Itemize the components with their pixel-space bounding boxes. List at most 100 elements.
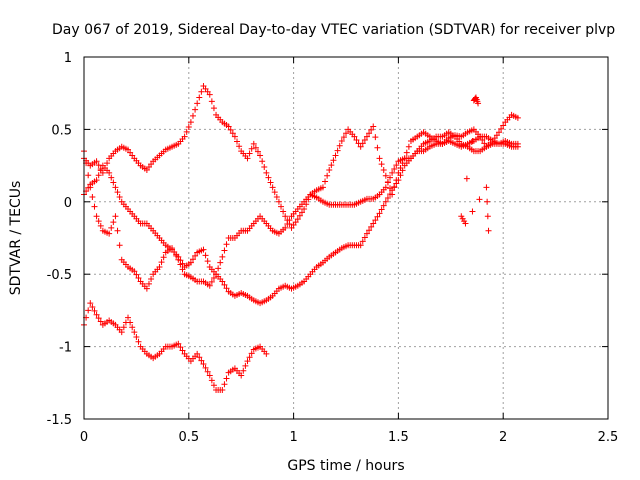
data-point xyxy=(368,223,375,230)
data-point xyxy=(389,169,396,176)
data-point xyxy=(296,212,303,219)
data-point xyxy=(391,183,398,190)
data-point xyxy=(231,133,238,140)
plot-frame xyxy=(83,56,609,420)
data-point xyxy=(372,217,379,224)
data-point xyxy=(187,119,194,126)
data-point xyxy=(131,329,138,336)
data-point xyxy=(236,143,243,150)
data-point xyxy=(169,245,176,252)
data-point xyxy=(257,152,264,159)
y-tick-label: 1 xyxy=(64,51,72,66)
data-point xyxy=(374,213,381,220)
data-point xyxy=(192,252,199,259)
data-point xyxy=(93,311,100,318)
data-point xyxy=(187,259,194,266)
series-outliers xyxy=(458,94,492,234)
data-point xyxy=(85,307,92,314)
data-point xyxy=(204,368,211,375)
data-point xyxy=(330,157,337,164)
data-point xyxy=(395,177,402,184)
data-point xyxy=(112,213,119,220)
data-point xyxy=(463,175,470,182)
data-point xyxy=(210,382,217,389)
data-point xyxy=(114,227,121,234)
data-point xyxy=(380,166,387,173)
data-point xyxy=(221,381,228,388)
data-point xyxy=(158,259,165,266)
data-point xyxy=(498,125,505,132)
data-point xyxy=(156,263,163,270)
data-point xyxy=(93,158,100,165)
data-point xyxy=(322,178,329,185)
data-point xyxy=(95,172,102,179)
data-point xyxy=(93,213,100,220)
data-point xyxy=(181,133,188,140)
data-point xyxy=(210,105,217,112)
data-point xyxy=(148,276,155,283)
data-point xyxy=(208,278,215,285)
series-track-a xyxy=(81,82,521,231)
data-point xyxy=(192,106,199,113)
data-point xyxy=(234,138,241,145)
data-point xyxy=(89,304,96,311)
x-tick-label: 0 xyxy=(80,430,88,445)
data-point xyxy=(206,372,213,379)
data-point xyxy=(106,169,113,176)
data-point xyxy=(208,98,215,105)
data-point xyxy=(189,112,196,119)
data-point xyxy=(223,241,230,248)
data-point xyxy=(261,164,268,171)
data-point xyxy=(475,100,482,107)
data-point xyxy=(357,242,364,249)
data-point xyxy=(242,362,249,369)
data-point xyxy=(275,198,282,205)
x-tick-label: 2 xyxy=(499,430,507,445)
data-point xyxy=(384,179,391,186)
data-point xyxy=(217,259,224,266)
data-point xyxy=(278,203,285,210)
data-point xyxy=(397,172,404,179)
data-point xyxy=(343,130,349,137)
data-point xyxy=(269,184,276,191)
data-point xyxy=(210,275,217,282)
data-point xyxy=(89,193,96,200)
data-point xyxy=(298,209,305,216)
data-point xyxy=(110,219,117,226)
data-point xyxy=(248,350,255,357)
data-point xyxy=(131,268,138,275)
data-point xyxy=(185,123,192,130)
data-point xyxy=(389,187,396,194)
data-point xyxy=(476,196,483,203)
data-point xyxy=(177,261,184,268)
data-point xyxy=(244,358,251,365)
y-axis: -1.5 -1 -0.5 0 0.5 1 xyxy=(47,51,608,428)
data-point xyxy=(133,271,140,278)
data-point xyxy=(95,218,102,225)
data-point xyxy=(219,387,226,394)
data-point xyxy=(114,189,121,196)
data-point xyxy=(97,222,104,229)
data-point xyxy=(194,350,201,357)
data-point xyxy=(514,114,521,121)
data-point xyxy=(301,206,308,213)
data-point xyxy=(129,324,136,331)
data-point xyxy=(271,189,278,196)
data-point xyxy=(357,143,364,150)
data-point xyxy=(376,155,383,162)
x-tick-label: 1 xyxy=(289,430,297,445)
data-point xyxy=(280,208,287,215)
data-point xyxy=(177,344,184,351)
data-point xyxy=(387,174,394,181)
data-point xyxy=(202,252,209,259)
data-point xyxy=(370,123,377,130)
data-point xyxy=(514,143,521,150)
data-point xyxy=(227,126,234,133)
data-point xyxy=(87,300,94,307)
data-point xyxy=(378,161,385,168)
data-point xyxy=(206,91,213,98)
data-point xyxy=(282,224,289,231)
data-point xyxy=(93,177,100,184)
data-point xyxy=(294,216,301,223)
